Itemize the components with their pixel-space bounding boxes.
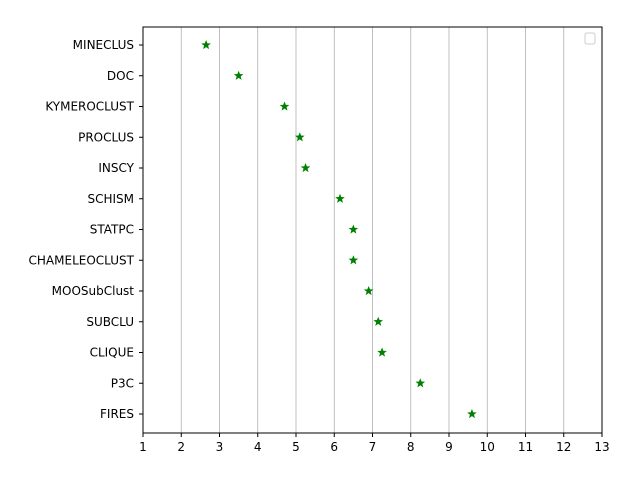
- x-tick-label: 4: [254, 440, 262, 454]
- x-tick-label: 8: [407, 440, 415, 454]
- data-point: [335, 193, 345, 203]
- x-tick-label: 6: [330, 440, 338, 454]
- y-tick-label: KYMEROCLUST: [45, 100, 134, 114]
- y-tick-label: FIRES: [100, 407, 134, 421]
- legend-box[interactable]: [584, 32, 596, 45]
- x-tick-label: 10: [480, 440, 495, 454]
- x-tick-label: 5: [292, 440, 300, 454]
- x-tick-label: 1: [139, 440, 147, 454]
- y-tick-label: MINECLUS: [73, 38, 134, 52]
- y-tick-label: SCHISM: [87, 192, 134, 206]
- x-tick-label: 13: [594, 440, 609, 454]
- data-points: [201, 39, 477, 419]
- y-tick-label: DOC: [107, 69, 134, 83]
- data-point: [363, 285, 374, 296]
- y-tick-label: STATPC: [90, 223, 134, 237]
- y-tick-label: CLIQUE: [90, 346, 134, 360]
- data-point: [295, 132, 305, 142]
- data-point: [348, 255, 359, 265]
- x-tick-label: 11: [518, 440, 533, 454]
- y-tick-label: INSCY: [98, 161, 134, 175]
- data-point: [348, 224, 359, 234]
- data-point: [279, 101, 290, 111]
- data-point: [300, 162, 311, 173]
- y-tick-label: PROCLUS: [78, 130, 134, 144]
- y-tick-label: MOOSubClust: [52, 284, 135, 298]
- data-point: [373, 316, 384, 326]
- data-point: [377, 347, 387, 357]
- data-point: [201, 39, 211, 50]
- data-point: [467, 408, 477, 419]
- data-point: [233, 70, 244, 80]
- y-tick-label: P3C: [111, 376, 134, 390]
- x-axis: 1 2 3 4 5 6 7 8 9 10 11 12 13: [139, 433, 610, 454]
- x-tick-label: 9: [445, 440, 453, 454]
- y-tick-label: CHAMELEOCLUST: [29, 253, 135, 267]
- x-tick-label: 7: [369, 440, 377, 454]
- data-point: [415, 378, 426, 388]
- x-tick-label: 12: [556, 440, 571, 454]
- y-axis: MINECLUS DOC KYMEROCLUST PROCLUS INSCY SCHISM…: [29, 38, 143, 421]
- x-tick-label: 2: [177, 440, 185, 454]
- x-tick-label: 3: [216, 440, 224, 454]
- y-tick-label: SUBCLU: [86, 315, 134, 329]
